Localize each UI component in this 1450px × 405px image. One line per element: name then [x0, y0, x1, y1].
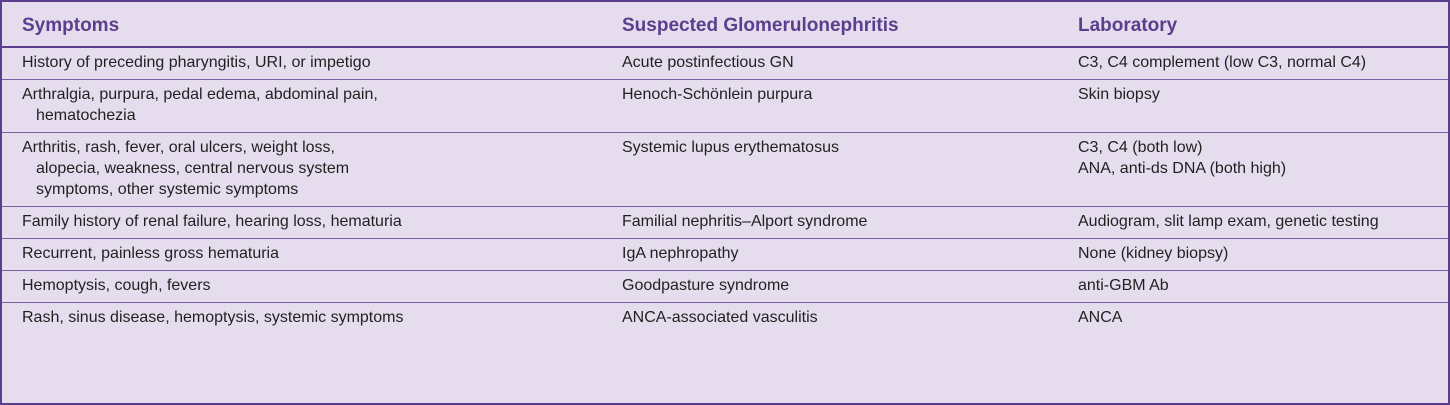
table-row: Arthritis, rash, fever, oral ulcers, wei…: [2, 132, 1448, 207]
laboratory-line: C3, C4 complement (low C3, normal C4): [1078, 54, 1367, 71]
laboratory-line: anti-GBM Ab: [1078, 277, 1169, 294]
header-symptoms: Symptoms: [2, 2, 602, 48]
symptoms-cell: History of preceding pharyngitis, URI, o…: [2, 47, 602, 80]
table-row: Family history of renal failure, hearing…: [2, 206, 1448, 239]
suspected-gn-cell: Acute postinfectious GN: [602, 47, 1058, 80]
laboratory-line: Audiogram, slit lamp exam, genetic testi…: [1078, 213, 1379, 230]
laboratory-cell: None (kidney biopsy): [1058, 238, 1448, 271]
header-suspected-gn: Suspected Glomerulonephritis: [602, 2, 1058, 48]
symptoms-line: hematochezia: [36, 107, 136, 124]
symptoms-cell: Arthralgia, purpura, pedal edema, abdomi…: [2, 79, 602, 133]
laboratory-cell: Audiogram, slit lamp exam, genetic testi…: [1058, 206, 1448, 239]
symptoms-line: Recurrent, painless gross hematuria: [22, 245, 280, 262]
table-row: Arthralgia, purpura, pedal edema, abdomi…: [2, 79, 1448, 133]
suspected-gn-cell: ANCA-associated vasculitis: [622, 309, 818, 326]
table-row: Hemoptysis, cough, fevers Goodpasture syn…: [2, 270, 1448, 303]
symptoms-cell: Family history of renal failure, hearing…: [2, 206, 602, 239]
table-row: Rash, sinus disease, hemoptysis, systemi…: [2, 303, 1448, 335]
laboratory-line: C3, C4 (both low): [1078, 139, 1203, 156]
laboratory-line: ANA, anti-ds DNA (both high): [1078, 160, 1287, 177]
symptoms-line: Arthritis, rash, fever, oral ulcers, wei…: [22, 139, 335, 156]
symptoms-line: Family history of renal failure, hearing…: [22, 213, 402, 230]
symptoms-cell: Arthritis, rash, fever, oral ulcers, wei…: [2, 132, 602, 207]
laboratory-line: ANCA: [1078, 309, 1123, 326]
suspected-gn-cell: Goodpasture syndrome: [602, 270, 1058, 303]
suspected-gn-cell: Familial nephritis–Alport syndrome: [602, 206, 1058, 239]
symptoms-line: Arthralgia, purpura, pedal edema, abdomi…: [22, 86, 378, 103]
laboratory-cell: ANCA: [1058, 303, 1448, 335]
laboratory-line: None (kidney biopsy): [1078, 245, 1229, 262]
suspected-gn-cell: Henoch-Schönlein purpura: [602, 79, 1058, 133]
laboratory-line: Skin biopsy: [1078, 86, 1160, 103]
symptoms-line: Hemoptysis, cough, fevers: [22, 277, 211, 294]
suspected-gn-cell: Systemic lupus erythematosus: [602, 132, 1058, 207]
header-row: Symptoms Suspected Glomerulonephritis La…: [2, 2, 1448, 48]
header-laboratory: Laboratory: [1058, 2, 1448, 48]
laboratory-cell: C3, C4 complement (low C3, normal C4): [1058, 47, 1448, 80]
symptoms-cell: Rash, sinus disease, hemoptysis, systemi…: [2, 303, 602, 335]
table-row: Recurrent, painless gross hematuria IgA n…: [2, 238, 1448, 271]
laboratory-cell: anti-GBM Ab: [1058, 270, 1448, 303]
symptoms-line: alopecia, weakness, central nervous syst…: [36, 160, 350, 177]
symptoms-line: Rash, sinus disease, hemoptysis, systemi…: [22, 309, 404, 326]
symptoms-line: symptoms, other systemic symptoms: [36, 181, 299, 198]
symptoms-cell: Recurrent, painless gross hematuria: [2, 238, 602, 271]
glomerulonephritis-table: Symptoms Suspected Glomerulonephritis La…: [2, 2, 1448, 334]
laboratory-cell: C3, C4 (both low) ANA, anti-ds DNA (both …: [1058, 132, 1448, 207]
suspected-gn-cell: IgA nephropathy: [602, 238, 1058, 271]
laboratory-cell: Skin biopsy: [1058, 79, 1448, 133]
symptoms-cell: Hemoptysis, cough, fevers: [2, 270, 602, 303]
table-row: History of preceding pharyngitis, URI, o…: [2, 47, 1448, 80]
table-body: History of preceding pharyngitis, URI, o…: [2, 47, 1448, 334]
symptoms-line: History of preceding pharyngitis, URI, o…: [22, 54, 371, 71]
